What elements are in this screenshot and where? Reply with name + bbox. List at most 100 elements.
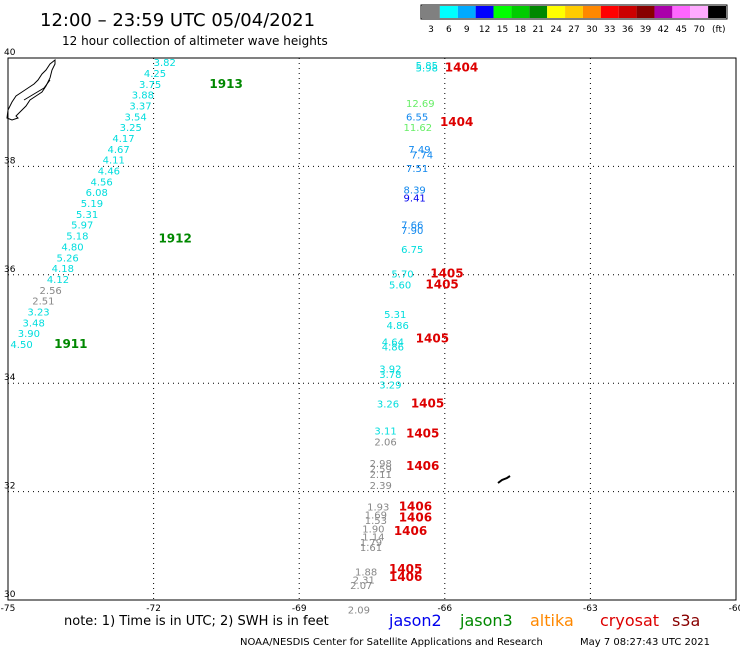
wave-height-label: 4.25 [144, 69, 166, 80]
page-title: 12:00 – 23:59 UTC 05/04/2021 [40, 10, 315, 31]
page-subtitle: 12 hour collection of altimeter wave hei… [62, 34, 328, 48]
wave-height-label: 5.31 [76, 210, 98, 221]
wave-height-label: 1.61 [360, 543, 382, 554]
legend-bin-label: 18 [515, 25, 527, 35]
wave-height-label: 3.90 [18, 329, 40, 340]
satellite-legend: jason2 jason3 altika cryosat s3a [388, 611, 700, 630]
legend-swatch [493, 6, 512, 18]
wave-height-label: 5.18 [66, 232, 88, 243]
credit-text: NOAA/NESDIS Center for Satellite Applica… [240, 637, 543, 648]
longitude-ticks: -75 -72 -69 -66 -63 -60 [1, 604, 740, 614]
legend-swatch [672, 6, 691, 18]
wave-height-label: 4.11 [103, 156, 125, 167]
bermuda-island [497, 475, 511, 484]
wave-height-label: 3.23 [27, 307, 49, 318]
wave-height-label: 4.18 [52, 264, 74, 275]
latitude-tick-label: 36 [4, 265, 16, 275]
legend-bin-label: 42 [658, 25, 669, 35]
legend-unit-label: (ft) [712, 25, 726, 35]
wave-height-label: 5.19 [81, 199, 103, 210]
pass-number-label: 1406 [389, 570, 422, 584]
wave-height-label: 5.85 [416, 61, 438, 72]
wave-height-label: 7.74 [411, 150, 433, 161]
wave-height-label: 4.50 [10, 340, 32, 351]
legend-swatch [529, 6, 548, 18]
wave-height-legend: 3 6 9 12 15 18 21 24 27 30 33 36 39 42 45 70 (ft) [420, 4, 728, 35]
pass-number-label: 1406 [399, 510, 432, 524]
wave-height-label: 2.51 [32, 297, 54, 308]
legend-bin-label: 21 [533, 25, 544, 35]
legend-bin-label: 6 [446, 25, 452, 35]
legend-swatch [600, 6, 619, 18]
wave-height-label: 5.97 [71, 221, 93, 232]
longitude-tick-label: -66 [437, 604, 452, 614]
wave-height-label: 7.51 [406, 164, 428, 175]
wave-height-label: 1.88 [355, 568, 377, 579]
wave-height-label: 4.67 [107, 145, 129, 156]
satellite-legend-jason2: jason2 [388, 611, 442, 630]
pass-number-label: 1404 [440, 115, 473, 129]
wave-height-label: 5.70 [391, 270, 413, 281]
legend-bin-label: 12 [479, 25, 490, 35]
legend-swatch [547, 6, 566, 18]
wave-height-label: 6.08 [86, 188, 108, 199]
wave-height-label: 6.75 [401, 245, 423, 256]
pass-number-label: 1406 [394, 524, 427, 538]
latitude-tick-label: 32 [4, 482, 15, 492]
legend-bin-label: 3 [428, 25, 434, 35]
wave-height-label: 2.06 [374, 438, 396, 449]
wave-height-label: 7.90 [401, 226, 423, 237]
legend-swatch [636, 6, 655, 18]
legend-bin-label: 70 [693, 25, 705, 35]
orbit-pass-labels: 1913191219111404140414051405140514051405… [54, 61, 478, 584]
legend-swatch [511, 6, 530, 18]
pass-number-label: 1405 [425, 277, 458, 291]
wave-height-values: 3.824.253.753.883.373.543.254.174.674.11… [10, 58, 438, 616]
wave-height-label: 1.69 [365, 511, 387, 522]
wave-height-label: 3.26 [377, 400, 399, 411]
wave-height-label: 5.98 [416, 64, 438, 75]
wave-height-label: 1.53 [365, 516, 387, 527]
wave-height-label: 1.90 [362, 524, 384, 535]
wave-height-label: 12.69 [406, 99, 435, 110]
latitude-tick-label: 30 [4, 590, 16, 600]
wave-height-label: 9.41 [404, 194, 426, 205]
legend-swatch [422, 6, 440, 18]
pass-number-label: 1913 [209, 77, 242, 91]
legend-bin-label: 24 [550, 25, 562, 35]
legend-swatch [654, 6, 673, 18]
legend-bin-label: 9 [464, 25, 470, 35]
satellite-legend-cryosat: cryosat [600, 611, 659, 630]
legend-bin-label: 45 [676, 25, 687, 35]
pass-number-label: 1405 [430, 267, 463, 281]
generated-timestamp: May 7 08:27:43 UTC 2021 [580, 637, 710, 648]
legend-frame [420, 4, 728, 20]
wave-height-label: 2.07 [350, 581, 372, 592]
wave-height-label: 4.46 [98, 167, 120, 178]
wave-height-label: 2.31 [353, 576, 375, 587]
wave-height-label: 3.88 [132, 91, 154, 102]
wave-height-label: 3.82 [154, 58, 176, 69]
wave-height-label: 2.39 [370, 481, 392, 492]
wave-height-label: 2.59 [370, 465, 392, 476]
wave-height-label: 3.29 [379, 381, 401, 392]
wave-height-label: 3.48 [23, 318, 45, 329]
wave-height-label: 3.25 [120, 123, 142, 134]
pass-number-label: 1405 [406, 426, 439, 440]
legend-swatch [618, 6, 637, 18]
longitude-tick-label: -60 [729, 604, 740, 614]
pass-number-label: 1911 [54, 337, 87, 351]
coastline-detail [23, 79, 51, 101]
pass-number-label: 1912 [158, 231, 191, 245]
legend-swatch [708, 6, 726, 18]
latitude-tick-label: 34 [4, 373, 16, 383]
wave-height-label: 4.86 [387, 321, 409, 332]
legend-swatch [690, 6, 709, 18]
wave-height-label: 3.75 [139, 80, 161, 91]
legend-bin-label: 36 [622, 25, 634, 35]
pass-number-label: 1406 [399, 500, 432, 514]
map-frame [7, 57, 737, 601]
latitude-tick-label: 38 [4, 156, 16, 166]
wave-height-label: 6.55 [406, 112, 428, 123]
